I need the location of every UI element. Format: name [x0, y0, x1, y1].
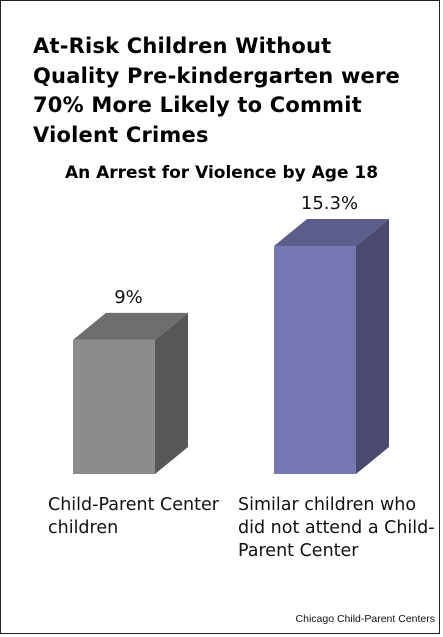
- chart-subtitle: An Arrest for Violence by Age 18: [64, 163, 379, 183]
- chart-title: At-Risk Children Without Quality Pre-kin…: [33, 34, 401, 147]
- bar-front-0: [73, 339, 155, 474]
- source-note: Chicago Child-Parent Centers: [295, 613, 435, 625]
- bar-side-0: [155, 312, 188, 474]
- value-label-0: 9%: [114, 287, 143, 308]
- bar-top-1: [274, 219, 389, 247]
- value-label-1: 15.3%: [301, 193, 358, 214]
- category-label-comparison: Similar children who did not attend a Ch…: [238, 495, 435, 561]
- bar-front-1: [274, 246, 356, 474]
- bar-0: [73, 312, 188, 474]
- bar-top-0: [73, 312, 188, 340]
- bar-side-1: [356, 219, 389, 474]
- bar-1: [274, 219, 389, 474]
- category-label-cpc: Child-Parent Center children: [48, 495, 219, 538]
